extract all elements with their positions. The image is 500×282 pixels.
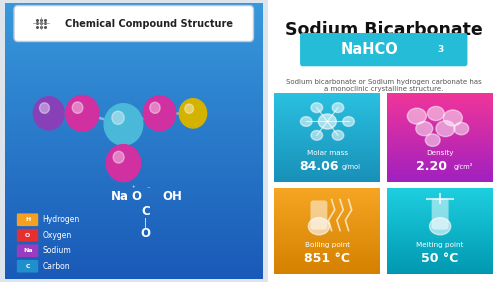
Text: Sodium Bicarbonate: Sodium Bicarbonate (285, 21, 482, 39)
FancyBboxPatch shape (17, 260, 38, 272)
Text: 3: 3 (438, 45, 444, 54)
Circle shape (40, 103, 50, 113)
Circle shape (332, 131, 344, 140)
Circle shape (113, 151, 124, 163)
FancyBboxPatch shape (268, 0, 500, 282)
Text: 2.20: 2.20 (416, 160, 447, 173)
Text: Sodium: Sodium (42, 246, 71, 255)
Text: O: O (140, 227, 150, 240)
Circle shape (318, 114, 336, 129)
Circle shape (180, 99, 206, 128)
Text: Carbon: Carbon (42, 262, 70, 271)
Circle shape (66, 95, 99, 131)
FancyBboxPatch shape (310, 201, 328, 230)
Circle shape (34, 97, 64, 130)
FancyBboxPatch shape (17, 244, 38, 257)
Text: 50 °C: 50 °C (422, 252, 459, 265)
Text: Na: Na (110, 190, 128, 203)
Text: NaHCO: NaHCO (341, 42, 398, 57)
Circle shape (311, 103, 322, 113)
Text: H: H (25, 217, 30, 222)
Circle shape (308, 218, 330, 235)
Text: O: O (131, 190, 141, 203)
Text: Hydrogen: Hydrogen (42, 215, 80, 224)
Text: C: C (141, 205, 150, 218)
Circle shape (342, 116, 354, 126)
Circle shape (311, 131, 322, 140)
Text: Na: Na (23, 248, 32, 253)
Text: 84.06: 84.06 (299, 160, 339, 173)
Text: OH: OH (162, 190, 182, 203)
Circle shape (416, 122, 432, 136)
Text: C: C (26, 264, 30, 269)
Circle shape (408, 108, 426, 124)
Text: g/cm³: g/cm³ (454, 163, 473, 170)
Text: O: O (25, 233, 30, 238)
Circle shape (150, 102, 160, 113)
Circle shape (426, 134, 440, 146)
Circle shape (332, 103, 344, 113)
Text: Melting point: Melting point (416, 242, 464, 248)
Text: Sodium bicarbonate or Sodium hydrogen carbonate has: Sodium bicarbonate or Sodium hydrogen ca… (286, 79, 482, 85)
FancyBboxPatch shape (17, 213, 38, 226)
Text: ⁻: ⁻ (146, 186, 150, 192)
Circle shape (444, 110, 462, 126)
Text: Oxygen: Oxygen (42, 231, 71, 240)
Circle shape (72, 102, 83, 113)
Text: 851 °C: 851 °C (304, 252, 350, 265)
Text: Molar mass: Molar mass (307, 149, 348, 156)
Circle shape (430, 218, 450, 235)
FancyBboxPatch shape (300, 33, 468, 66)
Text: |: | (144, 217, 147, 228)
FancyBboxPatch shape (432, 199, 448, 230)
Text: a monoclinic crystalline structure.: a monoclinic crystalline structure. (324, 86, 444, 92)
Circle shape (454, 122, 468, 135)
FancyBboxPatch shape (14, 6, 254, 41)
FancyBboxPatch shape (17, 229, 38, 242)
Text: ⁺: ⁺ (131, 186, 135, 192)
Circle shape (144, 96, 176, 131)
Circle shape (436, 121, 455, 136)
Circle shape (104, 104, 143, 145)
Circle shape (112, 111, 124, 124)
Circle shape (185, 104, 194, 113)
Text: g/mol: g/mol (341, 164, 360, 170)
Text: Boiling point: Boiling point (305, 242, 350, 248)
Circle shape (300, 116, 312, 126)
Circle shape (428, 106, 444, 121)
Text: Chemical Compound Structure: Chemical Compound Structure (65, 19, 233, 28)
Circle shape (106, 145, 140, 182)
Text: Density: Density (426, 149, 454, 156)
